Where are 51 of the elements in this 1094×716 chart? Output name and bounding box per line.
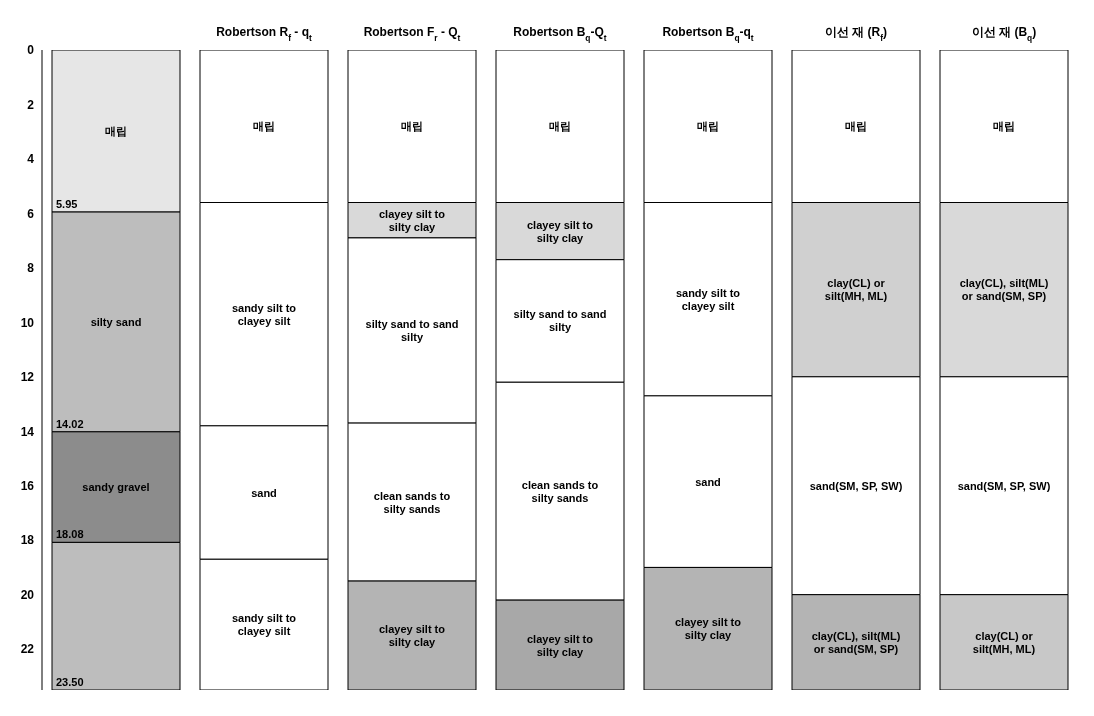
data-label: clay(CL) or silt(MH, ML): [824, 277, 888, 303]
data-label: silty sand to sand silty: [365, 318, 459, 344]
y-tick-label: 4: [27, 152, 35, 167]
x-tick-label: Robertson F$_{r}$ - Q$_{t}$: [363, 25, 461, 43]
data-label: sand(SM, SP, SW): [809, 479, 903, 492]
data-label: sand: [251, 486, 277, 499]
data-label: sand(SM, SP, SW): [957, 479, 1051, 492]
x-tick-label: 이선 재 (R$_{f}$): [824, 25, 888, 43]
data-label: clayey silt to silty clay: [378, 623, 446, 649]
y-tick-label: 18: [20, 533, 35, 548]
data-label: 매립: [549, 120, 571, 133]
data-label: 매립: [845, 120, 867, 133]
data-label: 매립: [697, 120, 719, 133]
y-tick-label: 0: [27, 43, 35, 58]
data-label: silty sand to sand silty: [513, 308, 607, 334]
data-label: clayey silt to silty clay: [378, 207, 446, 233]
y-tick-label: 10: [20, 315, 35, 330]
y-tick-label: 20: [20, 587, 35, 602]
data-label: clayey silt to silty clay: [674, 616, 742, 642]
y-tick-label: 22: [20, 642, 35, 657]
data-label: sandy silt to clayey silt: [675, 286, 741, 312]
data-label: clay(CL), silt(ML) or sand(SM, SP): [959, 277, 1049, 303]
data-label: clay(CL), silt(ML) or sand(SM, SP): [811, 629, 901, 655]
annotation: 5.95: [56, 198, 78, 211]
x-tick-label: Robertson B$_{q}$-q$_{t}$: [662, 25, 754, 43]
data-label: silty sand: [90, 315, 142, 328]
data-label: clayey silt to silty clay: [526, 218, 594, 244]
data-label: 매립: [993, 120, 1015, 133]
data-label: clean sands to silty sands: [521, 478, 599, 504]
y-tick-label: 16: [20, 479, 35, 493]
data-label: clean sands to silty sands: [373, 489, 451, 515]
data-label: sandy silt to clayey silt: [231, 301, 297, 327]
x-tick-label: Robertson B$_{q}$-Q$_{t}$: [513, 25, 607, 43]
data-label: sandy silt to clayey silt: [231, 612, 297, 638]
x-tick-label: Robertson R$_{f}$ - q$_{t}$: [216, 25, 312, 43]
data-label: 매립: [105, 125, 127, 138]
y-tick-label: 2: [27, 97, 35, 112]
data-label: 매립: [401, 120, 423, 133]
y-tick-label: 6: [27, 206, 35, 221]
annotation: 18.08: [56, 528, 84, 541]
y-tick-label: 14: [20, 424, 35, 439]
data-label: sandy gravel: [82, 481, 150, 494]
data-label: clayey silt to silty clay: [526, 632, 594, 658]
y-tick-label: 12: [20, 370, 35, 385]
x-tick-label: 이선 재 (B$_{q}$): [971, 25, 1037, 43]
annotation: 23.50: [56, 676, 84, 688]
data-label: sand: [695, 475, 721, 488]
data-label: 매립: [253, 120, 275, 133]
annotation: 14.02: [56, 417, 84, 430]
data-label: clay(CL) or silt(MH, ML): [972, 629, 1036, 655]
y-tick-label: 8: [27, 261, 35, 276]
